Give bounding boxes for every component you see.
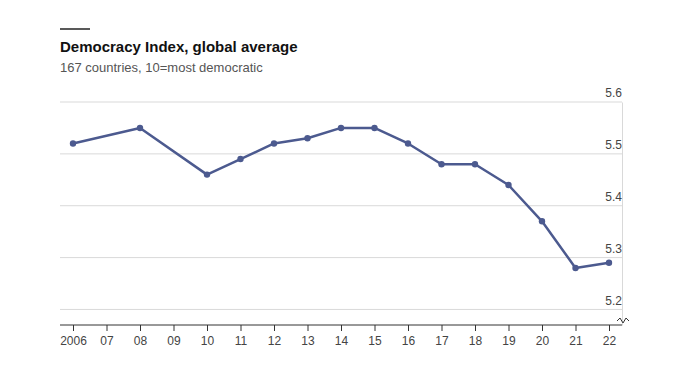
x-tick-mark [576,325,577,331]
x-tick: 17 [435,325,449,348]
y-tick: 5.6 [605,86,622,102]
grid-line [60,205,622,206]
point [472,161,478,167]
point [137,125,143,131]
y-tick: 5.3 [605,242,622,258]
y-axis-line [622,103,623,326]
y-axis: 5.2 5.3 5.4 5.5 5.6 [605,86,622,325]
x-tick: 2006 [60,325,87,348]
point [204,171,210,177]
x-tick: 10 [201,325,215,348]
x-tick: 13 [301,325,315,348]
y-tick-label: 5.5 [605,138,622,152]
point [405,140,411,146]
x-tick: 15 [368,325,382,348]
x-tick-mark [241,325,242,331]
x-tick-label: 20 [536,334,550,348]
x-tick-mark [475,325,476,331]
x-tick-mark [609,325,610,331]
y-tick-label: 5.2 [605,294,622,308]
x-tick-mark [341,325,342,331]
x-tick-mark [107,325,108,331]
x-tick-mark [274,325,275,331]
point [304,135,310,141]
x-tick-label: 19 [502,334,516,348]
x-tick-label: 11 [235,334,248,348]
grid-line [60,102,622,103]
x-tick-label: 15 [368,334,382,348]
subtitle: 167 countries, 10=most democratic [60,60,263,75]
x-tick-mark [308,325,309,331]
top-rule [60,28,90,30]
x-tick-label: 21 [569,334,583,348]
x-tick-mark [140,325,141,331]
x-tick: 18 [469,325,483,348]
x-tick-mark [542,325,543,331]
x-tick-label: 13 [301,334,315,348]
grid [60,102,622,309]
x-tick-mark [73,325,74,331]
x-tick-label: 2006 [60,334,87,348]
x-tick: 07 [100,325,114,348]
point [438,161,444,167]
grid-line [60,257,622,258]
x-tick-label: 17 [435,334,449,348]
x-tick-mark [442,325,443,331]
x-tick-mark [207,325,208,331]
point [539,218,545,224]
x-tick: 11 [235,325,248,348]
x-tick-label: 16 [402,334,416,348]
plot-area [70,125,612,271]
chart: Democracy Index, global average 167 count… [0,0,685,383]
y-tick: 5.5 [605,138,622,154]
x-axis: 2006 07 08 09 10 11 12 13 14 15 16 17 18 19 20 21 22 [60,325,622,348]
title: Democracy Index, global average [60,38,298,55]
x-tick: 21 [569,325,583,348]
x-tick-mark [375,325,376,331]
point [572,265,578,271]
point [338,125,344,131]
y-tick-label: 5.3 [605,242,622,256]
x-tick: 14 [335,325,349,348]
point [606,260,612,266]
x-tick: 12 [268,325,282,348]
y-tick: 5.2 [605,294,622,310]
point [371,125,377,131]
x-tick: 16 [402,325,416,348]
x-tick: 08 [134,325,148,348]
point [70,140,76,146]
line [73,128,609,268]
x-tick-mark [509,325,510,331]
x-tick-label: 14 [335,334,349,348]
y-tick-label: 5.4 [605,190,622,204]
point [505,182,511,188]
x-tick: 22 [603,325,617,348]
x-tick: 19 [502,325,516,348]
x-tick-label: 22 [603,334,617,348]
y-tick: 5.4 [605,190,622,206]
x-tick-mark [408,325,409,331]
x-tick-label: 10 [201,334,215,348]
x-tick: 09 [167,325,181,348]
x-tick-label: 18 [469,334,483,348]
point [271,140,277,146]
x-tick-mark [174,325,175,331]
x-tick-label: 07 [100,334,114,348]
grid-line [60,153,622,154]
grid-line [60,309,622,310]
y-tick-label: 5.6 [605,86,622,100]
point [237,156,243,162]
x-tick: 20 [536,325,550,348]
axis-break [617,318,629,323]
x-tick-label: 08 [134,334,148,348]
x-tick-label: 12 [268,334,282,348]
x-tick-label: 09 [167,334,181,348]
